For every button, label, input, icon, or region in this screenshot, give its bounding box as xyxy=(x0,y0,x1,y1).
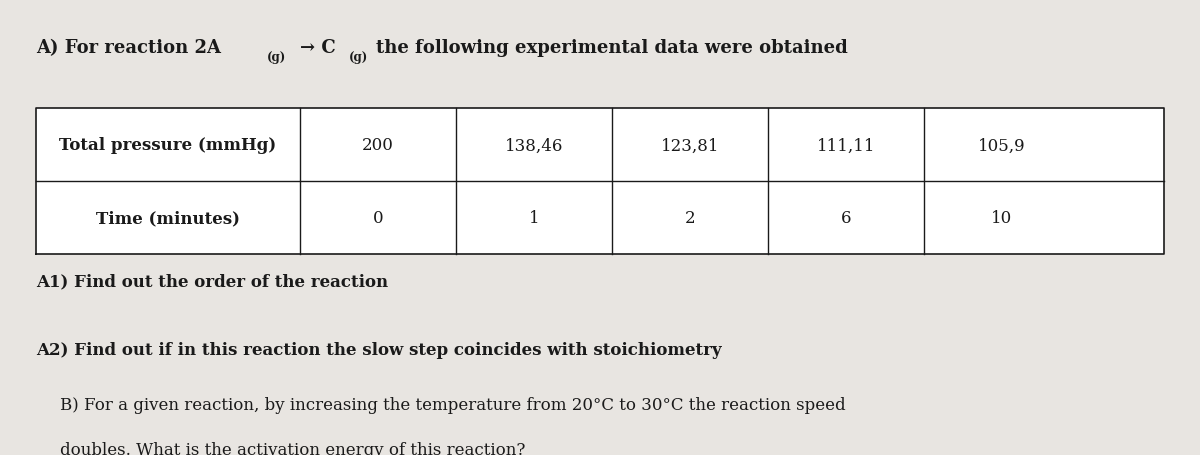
Text: Time (minutes): Time (minutes) xyxy=(96,210,240,227)
Text: 138,46: 138,46 xyxy=(505,137,563,154)
Text: A2) Find out if in this reaction the slow step coincides with stoichiometry: A2) Find out if in this reaction the slo… xyxy=(36,341,721,358)
Text: 111,11: 111,11 xyxy=(817,137,875,154)
Text: 123,81: 123,81 xyxy=(661,137,719,154)
Text: 10: 10 xyxy=(991,210,1013,227)
Polygon shape xyxy=(36,109,1164,255)
Text: doubles. What is the activation energy of this reaction?: doubles. What is the activation energy o… xyxy=(60,441,526,455)
Text: the following experimental data were obtained: the following experimental data were obt… xyxy=(376,39,847,56)
Text: A1) Find out the order of the reaction: A1) Find out the order of the reaction xyxy=(36,273,388,290)
Text: 0: 0 xyxy=(373,210,383,227)
Text: (g): (g) xyxy=(266,51,286,64)
Text: 2: 2 xyxy=(685,210,695,227)
Text: B) For a given reaction, by increasing the temperature from 20°C to 30°C the rea: B) For a given reaction, by increasing t… xyxy=(60,396,846,413)
Text: 1: 1 xyxy=(529,210,539,227)
Text: 200: 200 xyxy=(362,137,394,154)
Text: 105,9: 105,9 xyxy=(978,137,1026,154)
Text: A) For reaction 2A: A) For reaction 2A xyxy=(36,39,221,56)
Text: → C: → C xyxy=(300,39,336,56)
Text: (g): (g) xyxy=(349,51,368,64)
Text: Total pressure (mmHg): Total pressure (mmHg) xyxy=(59,137,277,154)
Text: 6: 6 xyxy=(841,210,851,227)
